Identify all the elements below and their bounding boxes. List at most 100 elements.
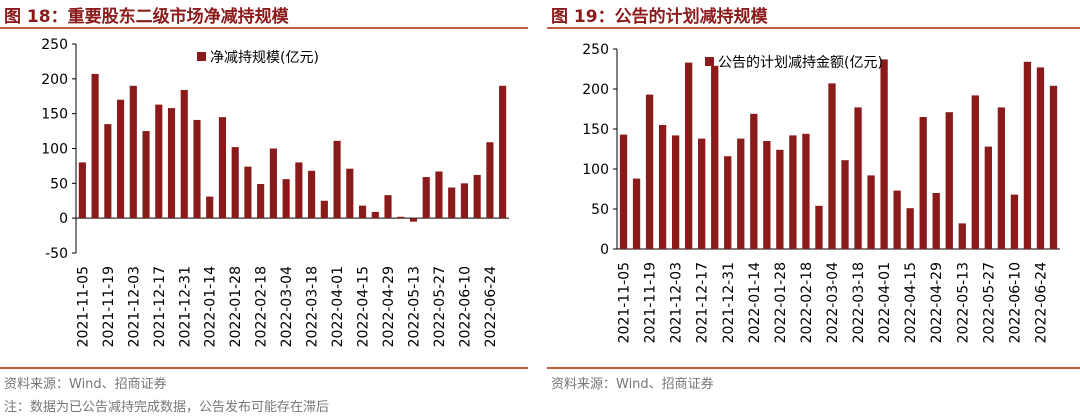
bar bbox=[1023, 61, 1032, 249]
bar bbox=[218, 117, 227, 219]
bar bbox=[906, 208, 914, 249]
x-tick-label: 2021-11-05 bbox=[75, 266, 91, 347]
x-tick-label: 2022-05-13 bbox=[955, 262, 971, 343]
y-tick-label: 0 bbox=[59, 211, 68, 227]
bar bbox=[945, 112, 953, 249]
x-tick-label: 2022-04-15 bbox=[903, 262, 919, 343]
bar bbox=[750, 113, 758, 249]
x-tick-label: 2021-12-17 bbox=[695, 262, 711, 343]
bar bbox=[448, 187, 456, 219]
y-tick-label: 200 bbox=[41, 72, 68, 88]
bar bbox=[776, 149, 784, 249]
x-tick-label: 2021-12-31 bbox=[721, 262, 737, 343]
bottom-divider bbox=[547, 367, 1080, 369]
x-tick-label: 2022-04-01 bbox=[877, 262, 893, 343]
bar bbox=[671, 135, 680, 249]
bar bbox=[206, 196, 214, 219]
bar bbox=[499, 85, 507, 219]
bar bbox=[269, 148, 277, 219]
legend-label: 公告的计划减持金额(亿元) bbox=[718, 55, 883, 71]
bar bbox=[358, 205, 367, 219]
bar bbox=[828, 83, 836, 250]
bar bbox=[180, 89, 188, 219]
bar bbox=[155, 104, 163, 219]
x-tick-label: 2022-01-14 bbox=[203, 266, 219, 347]
bar bbox=[685, 62, 693, 249]
bar bbox=[711, 65, 719, 249]
x-tick-label: 2021-12-03 bbox=[126, 266, 142, 347]
bar bbox=[1049, 85, 1058, 249]
x-tick-label: 2022-02-18 bbox=[254, 266, 270, 347]
bar bbox=[193, 119, 201, 219]
y-tick-label: -50 bbox=[45, 246, 68, 262]
bar bbox=[919, 117, 927, 249]
y-tick-label: 0 bbox=[600, 242, 609, 258]
figure-title: 图 19：公告的计划减持规模 bbox=[551, 7, 768, 27]
bar bbox=[724, 156, 732, 249]
bar bbox=[880, 59, 888, 250]
x-tick-label: 2022-03-04 bbox=[279, 266, 295, 347]
bar bbox=[1036, 67, 1045, 250]
bar bbox=[473, 174, 481, 219]
x-tick-label: 2021-12-03 bbox=[669, 262, 685, 343]
bar bbox=[91, 73, 99, 219]
bar bbox=[129, 85, 137, 219]
x-tick-label: 2022-03-18 bbox=[851, 262, 867, 343]
bar bbox=[854, 107, 862, 250]
x-tick-label: 2022-06-24 bbox=[483, 266, 499, 347]
bar bbox=[295, 162, 303, 219]
x-tick-label: 2022-06-10 bbox=[1007, 262, 1023, 343]
x-tick-label: 2022-05-27 bbox=[432, 266, 448, 347]
x-tick-label: 2022-06-10 bbox=[457, 266, 473, 347]
bar bbox=[142, 131, 150, 219]
x-tick-label: 2022-01-14 bbox=[747, 262, 763, 343]
legend-swatch bbox=[197, 52, 206, 61]
x-tick-label: 2022-04-01 bbox=[330, 266, 346, 347]
x-tick-label: 2022-02-18 bbox=[799, 262, 815, 343]
bar bbox=[971, 95, 979, 250]
bar bbox=[815, 205, 823, 249]
figure-title: 图 18：重要股东二级市场净减持规模 bbox=[4, 7, 289, 27]
x-tick-label: 2022-06-24 bbox=[1034, 262, 1050, 343]
legend-swatch bbox=[705, 57, 714, 66]
legend-label: 净减持规模(亿元) bbox=[210, 50, 319, 66]
bar bbox=[802, 133, 810, 249]
bar bbox=[117, 99, 125, 219]
bar bbox=[658, 125, 667, 249]
bar bbox=[984, 146, 992, 249]
bar bbox=[460, 183, 468, 219]
x-tick-label: 2022-05-27 bbox=[981, 262, 997, 343]
bar bbox=[645, 94, 654, 249]
bar bbox=[409, 218, 418, 222]
y-tick-label: 250 bbox=[41, 37, 68, 53]
x-tick-label: 2021-11-19 bbox=[643, 262, 659, 343]
note-text: 注：数据为已公告减持完成数据，公告发布可能存在滞后 bbox=[4, 400, 330, 415]
x-tick-label: 2022-01-28 bbox=[228, 266, 244, 347]
y-tick-label: 150 bbox=[41, 107, 68, 123]
x-tick-label: 2022-03-04 bbox=[825, 262, 841, 343]
x-tick-label: 2022-04-29 bbox=[381, 266, 397, 347]
bar bbox=[384, 195, 392, 219]
x-tick-label: 2021-11-19 bbox=[101, 266, 117, 347]
x-tick-label: 2022-05-13 bbox=[407, 266, 423, 347]
net-reduction-bar-chart: -50 0 50 100 150 200 250 2021-11-05 2021-11-19 20… bbox=[41, 37, 509, 347]
bar bbox=[397, 216, 405, 219]
bar bbox=[619, 134, 628, 249]
y-tick-label: 100 bbox=[41, 142, 68, 158]
x-tick-label: 2021-11-05 bbox=[617, 262, 633, 343]
bar bbox=[371, 211, 379, 219]
y-tick-label: 250 bbox=[582, 42, 609, 58]
title-divider bbox=[547, 27, 1080, 29]
planned-reduction-bar-chart: 0 50 100 150 200 250 2021-11-05 2021-11-19 2021-… bbox=[582, 42, 1060, 343]
bar bbox=[346, 168, 354, 219]
y-tick-label: 50 bbox=[50, 176, 68, 192]
bar bbox=[282, 179, 290, 219]
source-text: 资料来源：Wind、招商证券 bbox=[551, 377, 714, 392]
bar bbox=[257, 184, 265, 219]
bar bbox=[632, 178, 641, 249]
y-tick-label: 200 bbox=[582, 82, 609, 98]
bar bbox=[841, 160, 849, 249]
bar bbox=[763, 141, 771, 249]
bar bbox=[435, 171, 443, 219]
y-tick-label: 150 bbox=[582, 122, 609, 138]
